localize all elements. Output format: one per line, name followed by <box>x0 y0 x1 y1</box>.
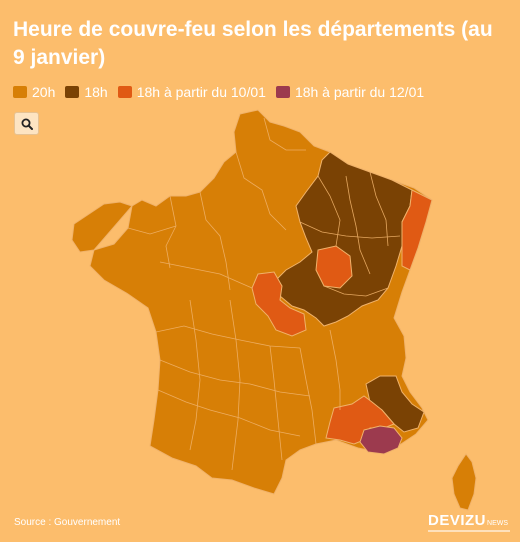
department-borders <box>127 117 401 471</box>
legend-label-20h: 20h <box>32 84 56 100</box>
source-text: Source : Gouvernement <box>14 517 121 528</box>
legend-swatch-18h-12-01 <box>275 86 290 98</box>
legend-swatch-18h-10-01 <box>117 86 132 98</box>
brand-tagline-bar <box>428 530 510 532</box>
legend-label-18h-12-01: 18h à partir du 12/01 <box>294 84 425 100</box>
magnifier-icon <box>21 118 33 130</box>
brand-name: DEVIZU <box>428 512 487 529</box>
brittany[interactable] <box>71 201 133 253</box>
region-18h-10-01-center[interactable] <box>251 271 307 337</box>
legend-label-18h: 18h <box>84 84 108 100</box>
legend-label-18h-10-01: 18h à partir du 10/01 <box>136 84 266 100</box>
legend-item-18h-10-01: 18h à partir du 10/01 <box>117 84 266 100</box>
legend-item-20h: 20h <box>13 84 55 100</box>
legend-item-18h: 18h <box>65 84 108 100</box>
region-18h-12-01-var[interactable] <box>359 425 403 455</box>
legend: 20h 18h 18h à partir du 10/01 18h à part… <box>13 84 424 100</box>
brand-logo: DEVIZU NEWS <box>428 512 508 529</box>
region-18h-10-01-cotedor[interactable] <box>315 245 353 289</box>
legend-swatch-18h <box>65 86 80 98</box>
search-button[interactable] <box>14 112 39 135</box>
legend-item-18h-12-01: 18h à partir du 12/01 <box>275 84 425 100</box>
legend-swatch-20h <box>13 86 27 98</box>
corsica[interactable] <box>451 453 477 511</box>
brand-suffix: NEWS <box>487 520 509 527</box>
page-title: Heure de couvre-feu selon les départemen… <box>13 18 493 69</box>
region-18h-10-01-alsace[interactable] <box>401 189 433 271</box>
